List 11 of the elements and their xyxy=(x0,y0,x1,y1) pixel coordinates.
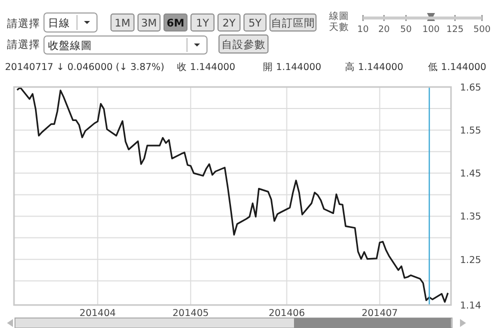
y-tick-label: 1.65 xyxy=(460,82,482,94)
y-tick-label: 1.55 xyxy=(460,126,482,137)
x-tick-label: 201406 xyxy=(268,308,305,319)
x-tick-label: 201405 xyxy=(172,308,209,319)
toolbar: 請選擇 日線 1M 3M 6M 1Y 2Y 5Y 自訂區間 線圖天數 10 20 50 100 125 500 請選擇 收盤線圖 自設參數 20140717 ↓ 0.046000 (↓ 3.87%) 收 1.144000 開 1.144000 高 1.144000 低 1.144000 xyxy=(5,11,491,73)
y-tick-label: 1.45 xyxy=(460,168,482,180)
y-tick-label: 1.35 xyxy=(460,212,482,223)
x-tick-label: 201407 xyxy=(362,308,398,319)
x-tick-label: 201404 xyxy=(80,308,116,319)
y-tick-label: 1.25 xyxy=(460,254,482,266)
y-tick-label: 1.14 xyxy=(460,300,482,312)
